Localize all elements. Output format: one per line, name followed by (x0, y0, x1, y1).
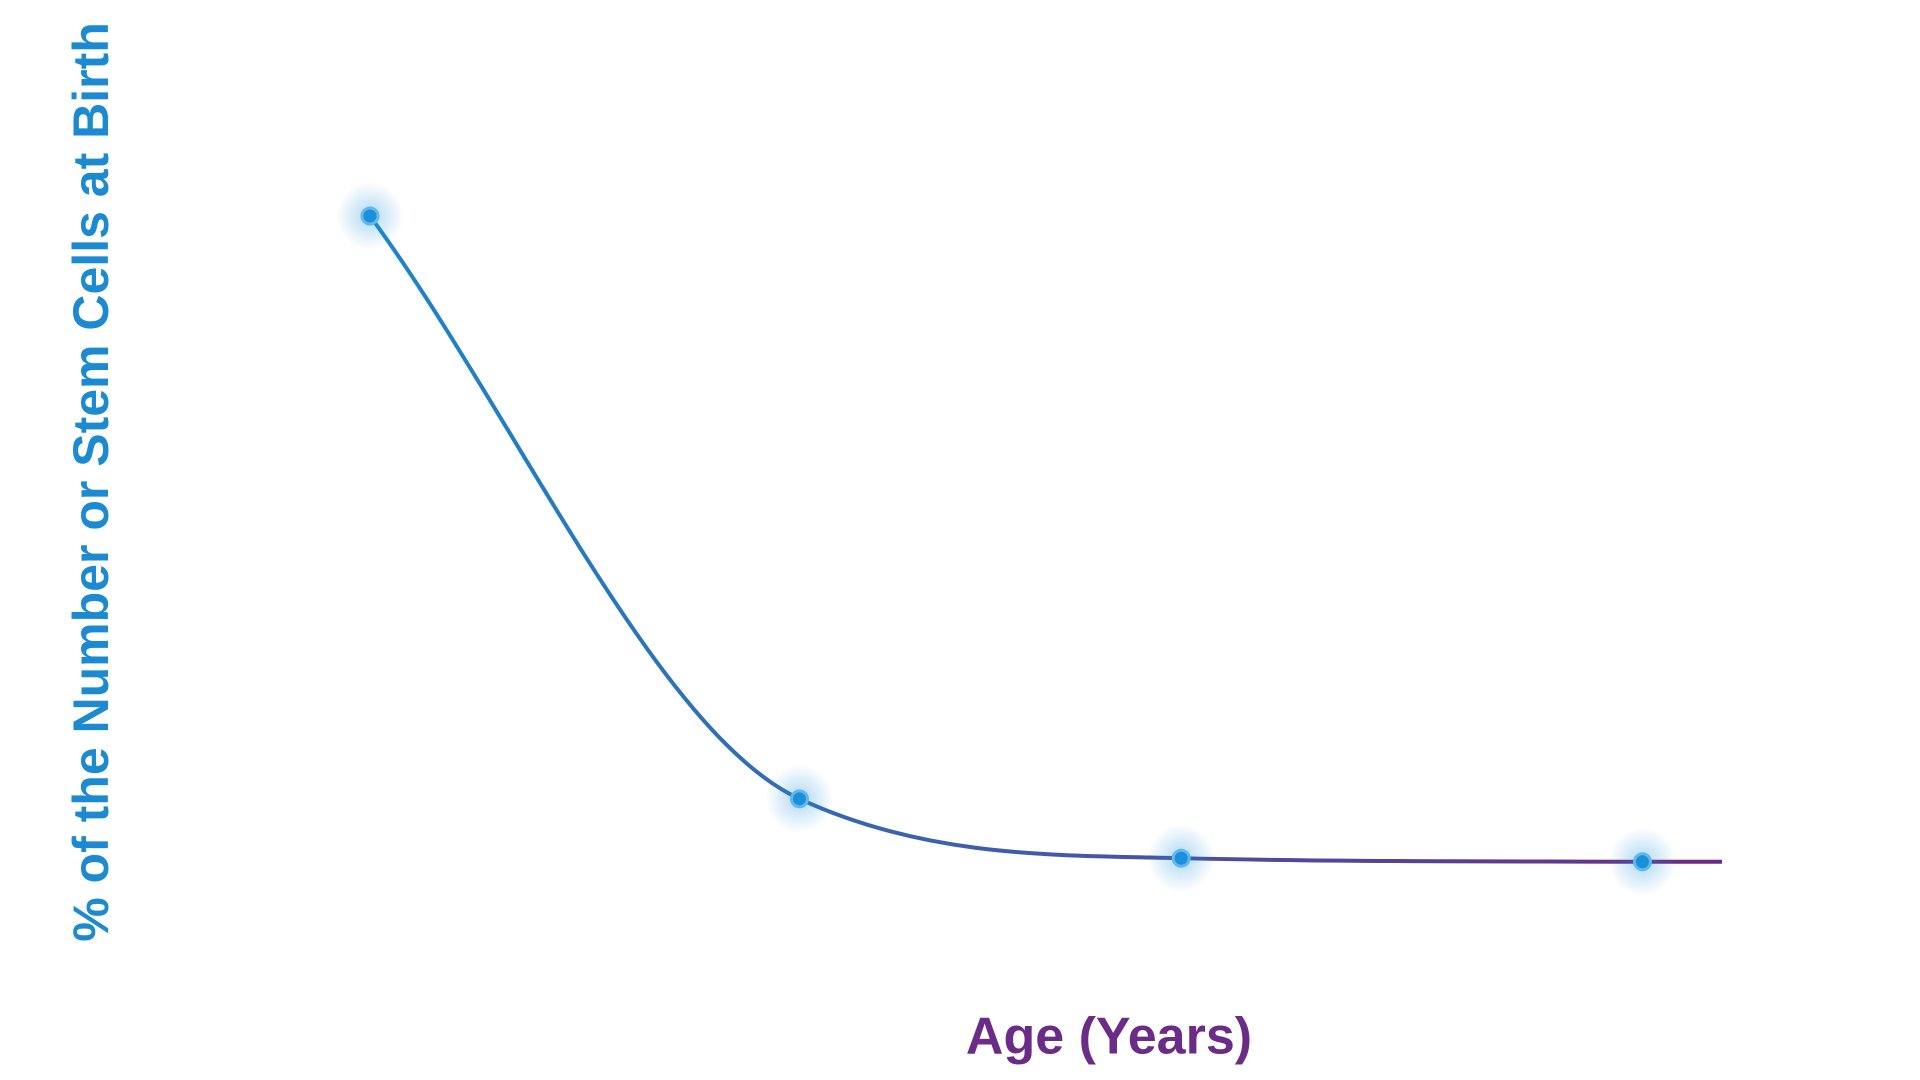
y-axis-label: % of the Number or Stem Cells at Birth (63, 22, 119, 942)
data-point (789, 789, 809, 809)
data-point (1632, 852, 1652, 872)
x-axis-label: Age (Years) (966, 1008, 1252, 1066)
data-line (368, 214, 1643, 864)
data-point (1171, 848, 1191, 868)
data-point (360, 206, 380, 226)
